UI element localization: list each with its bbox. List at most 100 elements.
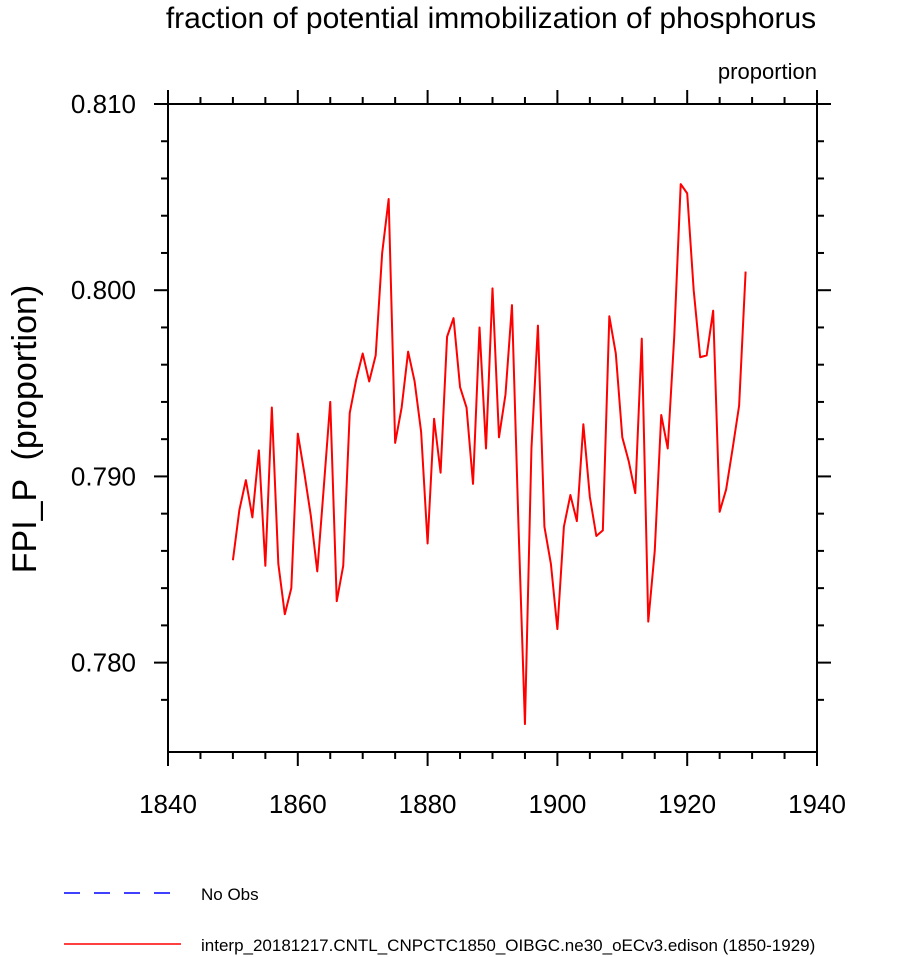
data-point bbox=[382, 252, 383, 253]
data-point bbox=[609, 316, 610, 317]
data-point bbox=[693, 290, 694, 291]
data-point bbox=[518, 524, 519, 525]
data-point bbox=[356, 379, 357, 380]
data-point bbox=[343, 565, 344, 566]
data-point bbox=[304, 472, 305, 473]
data-point bbox=[388, 198, 389, 199]
legend-label: interp_20181217.CNTL_CNPCTC1850_OIBGC.ne… bbox=[201, 936, 815, 955]
x-tick-label: 1940 bbox=[788, 789, 846, 819]
data-point bbox=[498, 437, 499, 438]
data-point bbox=[589, 496, 590, 497]
chart-title: fraction of potential immobilization of … bbox=[166, 2, 816, 35]
data-point bbox=[732, 448, 733, 449]
data-point bbox=[667, 448, 668, 449]
data-point bbox=[414, 381, 415, 382]
data-point bbox=[278, 563, 279, 564]
data-point bbox=[505, 394, 506, 395]
data-point bbox=[336, 601, 337, 602]
data-point bbox=[427, 543, 428, 544]
y-tick-label: 0.790 bbox=[71, 461, 136, 491]
plot-series bbox=[231, 183, 747, 726]
data-point bbox=[557, 629, 558, 630]
y-axis-label: FPI_P (proportion) bbox=[6, 285, 44, 574]
data-point bbox=[323, 487, 324, 488]
data-point bbox=[297, 433, 298, 434]
data-point bbox=[570, 494, 571, 495]
data-point bbox=[265, 565, 266, 566]
y-tick-label: 0.800 bbox=[71, 275, 136, 305]
data-point bbox=[258, 450, 259, 451]
data-point bbox=[680, 183, 681, 184]
data-point bbox=[511, 305, 512, 306]
axis-tick-labels: 1840 1860 1880 1900 1920 1940 0.780 0.790 0.800 0… bbox=[71, 89, 846, 819]
data-point bbox=[602, 530, 603, 531]
data-point bbox=[310, 515, 311, 516]
plot-frame bbox=[167, 103, 818, 753]
data-point bbox=[726, 489, 727, 490]
data-point bbox=[446, 336, 447, 337]
data-point bbox=[576, 521, 577, 522]
data-point bbox=[635, 493, 636, 494]
data-point bbox=[531, 448, 532, 449]
data-point bbox=[291, 588, 292, 589]
data-point bbox=[453, 318, 454, 319]
data-point bbox=[395, 442, 396, 443]
data-point bbox=[362, 353, 363, 354]
data-point bbox=[706, 355, 707, 356]
axis-ticks bbox=[154, 90, 831, 766]
data-point bbox=[524, 723, 525, 724]
data-point bbox=[563, 526, 564, 527]
data-point bbox=[401, 407, 402, 408]
data-point bbox=[583, 424, 584, 425]
data-point bbox=[492, 288, 493, 289]
data-point bbox=[641, 338, 642, 339]
data-point bbox=[317, 571, 318, 572]
data-point bbox=[408, 351, 409, 352]
data-point bbox=[232, 560, 233, 561]
data-point bbox=[440, 472, 441, 473]
data-point bbox=[459, 386, 460, 387]
x-tick-label: 1920 bbox=[658, 789, 716, 819]
data-point bbox=[628, 461, 629, 462]
data-point bbox=[687, 193, 688, 194]
x-tick-label: 1860 bbox=[269, 789, 327, 819]
data-point bbox=[713, 310, 714, 311]
legend-label: No Obs bbox=[201, 885, 259, 904]
data-point bbox=[485, 448, 486, 449]
data-point bbox=[648, 621, 649, 622]
data-point bbox=[349, 413, 350, 414]
data-point bbox=[739, 405, 740, 406]
data-point bbox=[615, 353, 616, 354]
y-tick-label: 0.810 bbox=[71, 89, 136, 119]
data-point bbox=[745, 271, 746, 272]
data-point bbox=[239, 509, 240, 510]
data-point bbox=[661, 414, 662, 415]
y-tick-label: 0.780 bbox=[71, 648, 136, 678]
x-tick-label: 1900 bbox=[528, 789, 586, 819]
data-point bbox=[622, 437, 623, 438]
data-point bbox=[674, 336, 675, 337]
data-point bbox=[284, 614, 285, 615]
series-line bbox=[231, 183, 747, 726]
data-point bbox=[252, 517, 253, 518]
data-point bbox=[654, 550, 655, 551]
data-point bbox=[537, 325, 538, 326]
x-tick-label: 1880 bbox=[399, 789, 457, 819]
data-point bbox=[596, 535, 597, 536]
legend: No Obs interp_20181217.CNTL_CNPCTC1850_OI… bbox=[64, 885, 815, 955]
data-point bbox=[550, 563, 551, 564]
data-point bbox=[472, 483, 473, 484]
data-point bbox=[375, 355, 376, 356]
data-point bbox=[369, 381, 370, 382]
data-point bbox=[330, 401, 331, 402]
data-point bbox=[719, 511, 720, 512]
data-point bbox=[479, 327, 480, 328]
data-point bbox=[700, 357, 701, 358]
data-point bbox=[245, 480, 246, 481]
data-point bbox=[544, 526, 545, 527]
data-point bbox=[433, 418, 434, 419]
data-point bbox=[421, 431, 422, 432]
data-point bbox=[271, 407, 272, 408]
data-point bbox=[466, 407, 467, 408]
